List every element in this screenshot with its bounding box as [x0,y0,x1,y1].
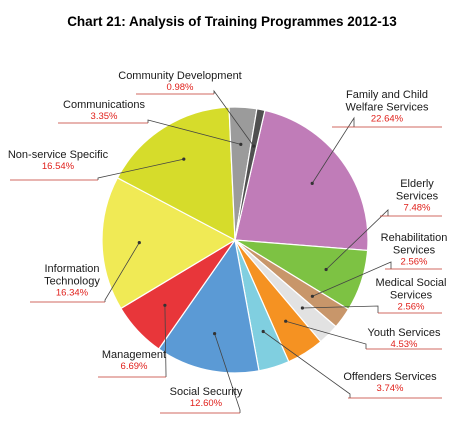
slice-value-family-and-child-welfare-services: 22.64% [371,114,404,125]
slice-label-non-service-specific: Non-service Specific [8,149,109,161]
leader-dot-rehabilitation-services [310,294,314,298]
leader-line-community-development [213,89,255,147]
slice-label-family-and-child-welfare-services: Family and Child Welfare Services [346,89,429,114]
slice-value-information-technology: 16.34% [56,288,89,299]
leader-dot-social-security [213,332,217,336]
leader-dot-management [163,303,167,307]
slice-value-non-service-specific: 16.54% [42,161,75,172]
leader-line-management [164,305,167,377]
leader-dot-communications [239,142,243,146]
slice-value-elderly-services: 7.48% [404,203,431,214]
slice-label-medical-social-services: Medical Social Services [376,277,447,302]
leader-dot-elderly-services [324,267,328,272]
slice-label-community-development: Community Development [118,70,242,82]
slice-value-management: 6.69% [121,361,148,372]
slice-value-social-security: 12.60% [190,398,223,409]
leader-line-rehabilitation-services [312,261,392,297]
slice-label-rehabilitation-services: Rehabilitation Services [381,232,448,257]
slice-value-rehabilitation-services: 2.56% [401,257,428,268]
slice-label-offenders-services: Offenders Services [343,371,437,383]
leader-dot-family-and-child-welfare-services [310,181,314,185]
leader-line-medical-social-services [302,305,379,313]
leader-line-elderly-services [325,209,389,270]
pie-slice-information-technology [101,177,237,310]
slice-value-communications: 3.35% [91,111,118,122]
slice-value-community-development: 0.98% [167,82,194,93]
slice-label-elderly-services: Elderly Services [396,178,439,203]
leader-dot-community-development [252,144,256,148]
pie-slice-social-security [157,238,260,374]
leader-line-social-security [214,333,241,413]
pie-slice-non-service-specific [116,106,236,242]
leader-line-communications [147,119,241,145]
pie-slice-community-development [234,108,266,241]
leader-dot-offenders-services [261,329,265,334]
slice-value-youth-services: 4.53% [391,339,418,350]
leader-dot-non-service-specific [182,157,186,161]
slice-value-medical-social-services: 2.56% [398,302,425,313]
leader-dot-medical-social-services [300,306,304,310]
slice-label-youth-services: Youth Services [368,327,441,339]
leader-line-family-and-child-welfare-services [311,116,355,184]
slice-label-information-technology: Information Technology [44,263,100,288]
slice-label-social-security: Social Security [170,386,243,398]
leader-line-offenders-services [262,331,351,398]
leader-dot-youth-services [284,319,288,323]
pie-slice-family-and-child-welfare-services [234,109,369,252]
leader-line-youth-services [285,320,367,349]
leader-dot-information-technology [137,241,141,245]
slice-value-offenders-services: 3.74% [377,383,404,394]
slice-label-management: Management [102,349,166,361]
slice-label-communications: Communications [63,99,145,111]
chart-title: Chart 21: Analysis of Training Programme… [67,14,397,29]
leader-line-information-technology [104,242,140,302]
pie-slices [101,106,369,374]
leader-line-non-service-specific [97,158,184,180]
